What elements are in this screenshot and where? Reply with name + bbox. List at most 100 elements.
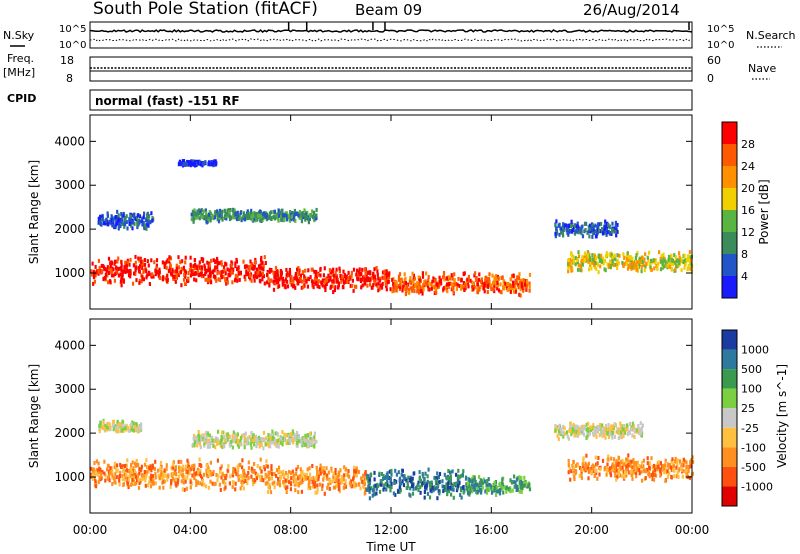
power-cell	[145, 222, 148, 227]
velocity-cell	[106, 425, 109, 430]
velocity-cell	[559, 427, 562, 432]
power-cell	[138, 219, 141, 224]
velocity-cell	[685, 460, 688, 465]
velocity-cell	[185, 486, 188, 491]
power-cell	[293, 276, 296, 281]
velocity-cell	[298, 439, 301, 444]
velocity-cell	[229, 474, 232, 479]
velocity-cell	[246, 474, 249, 479]
power-cell	[165, 278, 168, 283]
velocity-cell	[237, 477, 240, 482]
power-cell	[559, 226, 562, 231]
power-cell	[572, 254, 575, 259]
power-cell	[214, 259, 217, 264]
velocity-cell	[236, 464, 239, 469]
velocity-cell	[638, 467, 641, 472]
velocity-cell	[120, 428, 123, 433]
velocity-cell	[520, 490, 523, 494]
velocity-cell	[205, 468, 208, 473]
velocity-cell	[108, 473, 111, 478]
power-cell	[409, 276, 412, 280]
power-cell	[104, 272, 107, 277]
power-cell	[114, 259, 117, 264]
power-cell	[609, 260, 612, 265]
velocity-cell	[253, 478, 256, 483]
power-cell	[301, 270, 304, 275]
velocity-cell	[312, 476, 315, 481]
noise-tick-top: 10^5	[59, 24, 86, 35]
velocity-cell	[302, 440, 305, 445]
velocity-cell	[498, 481, 502, 486]
power-cell	[611, 255, 614, 260]
power-cell	[207, 217, 210, 222]
velocity-cell	[118, 478, 121, 483]
velocity-cell	[332, 471, 335, 476]
power-cell	[240, 218, 243, 223]
velocity-cell	[284, 478, 287, 483]
velocity-colorbar-tick: 100	[741, 383, 762, 396]
velocity-cell	[292, 440, 295, 445]
power-cell	[254, 257, 257, 262]
velocity-cell	[528, 482, 531, 487]
velocity-cell	[383, 483, 386, 488]
power-cell	[224, 212, 227, 217]
power-cell	[569, 257, 572, 262]
velocity-cell	[656, 467, 659, 472]
power-cell	[132, 263, 135, 268]
power-cell	[248, 268, 251, 272]
nsearch-label: N.Search	[746, 29, 796, 42]
velocity-cell	[278, 479, 281, 484]
power-cell	[236, 267, 239, 272]
x-tick-label: 08:00	[273, 523, 308, 537]
power-cell	[220, 215, 223, 220]
power-cell	[147, 215, 150, 220]
power-cell	[184, 255, 187, 260]
velocity-cell	[479, 478, 482, 483]
velocity-cell	[585, 422, 588, 427]
velocity-cell	[167, 474, 170, 479]
velocity-cell	[283, 483, 286, 488]
power-cell	[450, 273, 453, 278]
velocity-cell	[109, 470, 112, 475]
power-cell	[654, 260, 657, 265]
velocity-cell	[491, 486, 495, 491]
velocity-cell	[279, 470, 282, 475]
power-cell	[567, 269, 570, 274]
velocity-cell	[302, 477, 306, 482]
power-cell	[653, 266, 656, 271]
velocity-cell	[207, 440, 210, 445]
power-cell	[308, 216, 311, 221]
velocity-cell	[308, 434, 311, 438]
power-cell	[239, 211, 242, 215]
velocity-cell	[223, 474, 226, 478]
power-cell	[334, 271, 337, 276]
power-cell	[659, 259, 663, 264]
power-cell	[335, 279, 338, 284]
velocity-cell	[513, 480, 516, 485]
velocity-cell	[614, 423, 617, 428]
power-cell	[140, 260, 143, 265]
power-cell	[198, 159, 201, 164]
velocity-cell	[127, 478, 130, 483]
power-cell	[511, 274, 514, 279]
velocity-cell	[257, 435, 261, 440]
power-cell	[320, 281, 323, 286]
velocity-cell	[421, 474, 425, 479]
power-cell	[143, 211, 146, 216]
power-cell	[453, 272, 456, 277]
power-cell	[611, 221, 614, 226]
power-cell	[193, 265, 196, 270]
velocity-cell	[285, 471, 288, 475]
power-cell	[165, 265, 168, 270]
velocity-cell	[162, 471, 165, 476]
velocity-cell	[375, 486, 378, 491]
power-cell	[601, 231, 605, 236]
velocity-cell	[316, 490, 319, 495]
power-cell	[204, 208, 207, 213]
velocity-cell	[570, 432, 573, 437]
velocity-cell	[256, 472, 259, 477]
velocity-cell	[405, 478, 408, 483]
power-cell	[554, 234, 557, 239]
velocity-cell	[278, 483, 282, 488]
